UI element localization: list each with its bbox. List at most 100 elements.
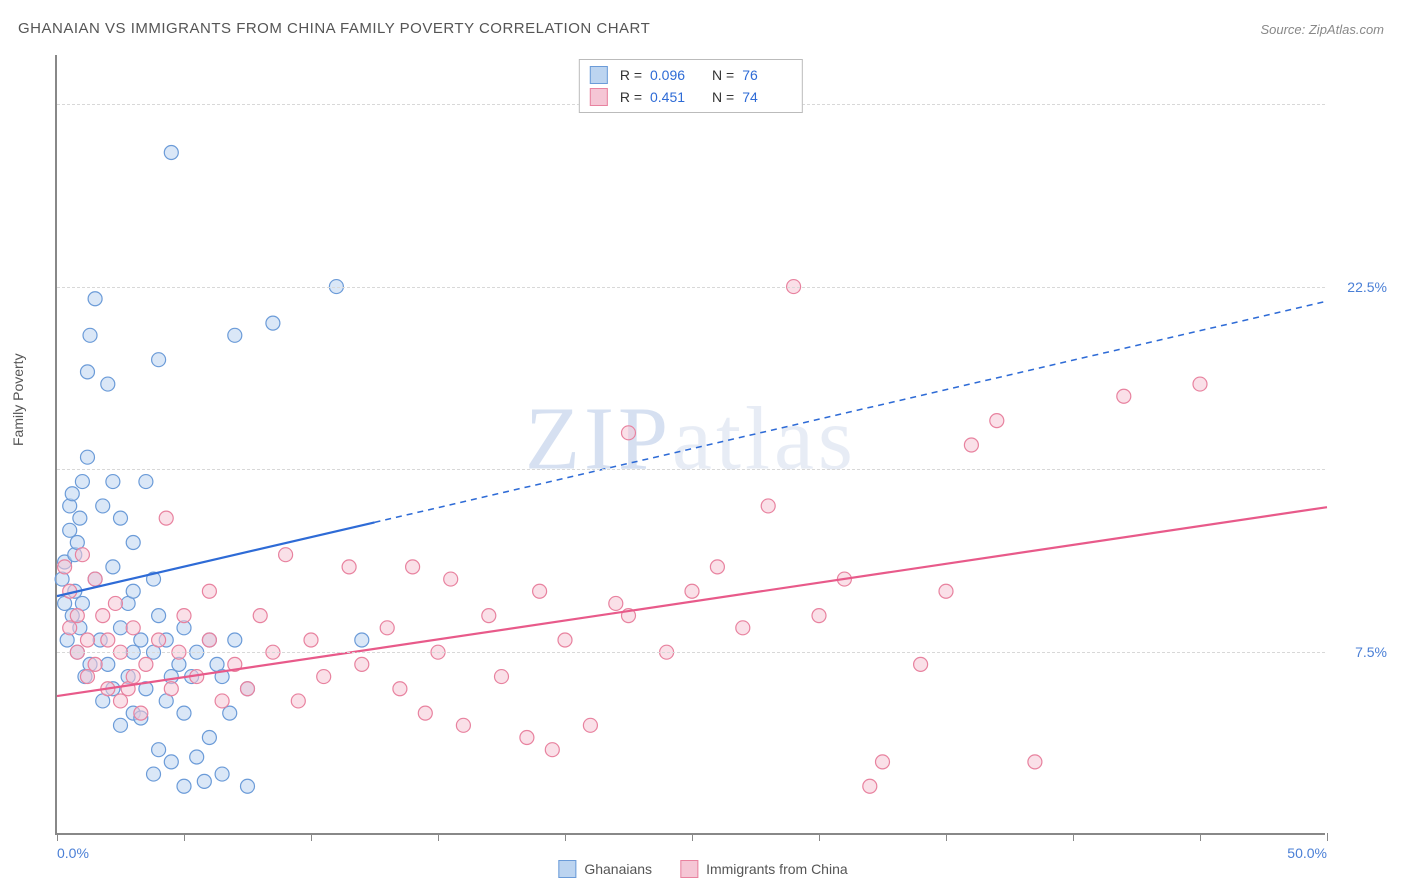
x-tick (311, 833, 312, 841)
scatter-point (101, 377, 115, 391)
scatter-point (96, 609, 110, 623)
scatter-point (266, 316, 280, 330)
gridline (57, 469, 1325, 470)
scatter-point (126, 621, 140, 635)
scatter-point (190, 750, 204, 764)
scatter-point (114, 694, 128, 708)
scatter-point (609, 596, 623, 610)
scatter-point (177, 706, 191, 720)
scatter-point (202, 633, 216, 647)
scatter-point (761, 499, 775, 513)
scatter-point (164, 682, 178, 696)
scatter-point (393, 682, 407, 696)
scatter-point (914, 657, 928, 671)
scatter-point (70, 609, 84, 623)
scatter-point (355, 657, 369, 671)
scatter-point (88, 572, 102, 586)
x-tick-label: 50.0% (1287, 845, 1327, 861)
scatter-point (583, 718, 597, 732)
x-tick (819, 833, 820, 841)
scatter-point (108, 596, 122, 610)
scatter-point (444, 572, 458, 586)
x-tick (1073, 833, 1074, 841)
scatter-point (75, 475, 89, 489)
trend-line (57, 507, 1327, 696)
scatter-point (164, 755, 178, 769)
x-tick (1327, 833, 1328, 841)
scatter-point (80, 450, 94, 464)
legend-label-china: Immigrants from China (706, 861, 848, 877)
scatter-point (533, 584, 547, 598)
scatter-point (126, 584, 140, 598)
scatter-point (106, 475, 120, 489)
scatter-point (418, 706, 432, 720)
legend-row-china: R = 0.451 N = 74 (590, 86, 792, 108)
scatter-svg (57, 55, 1325, 833)
source-attribution: Source: ZipAtlas.com (1260, 22, 1384, 37)
y-tick-label: 22.5% (1347, 279, 1387, 295)
trend-line (57, 522, 375, 596)
scatter-point (380, 621, 394, 635)
scatter-point (939, 584, 953, 598)
r-value-china: 0.451 (650, 89, 700, 105)
scatter-point (177, 779, 191, 793)
correlation-chart: GHANAIAN VS IMMIGRANTS FROM CHINA FAMILY… (0, 0, 1406, 892)
scatter-point (342, 560, 356, 574)
scatter-point (58, 560, 72, 574)
scatter-point (139, 657, 153, 671)
scatter-point (75, 548, 89, 562)
scatter-point (164, 146, 178, 160)
scatter-point (736, 621, 750, 635)
r-value-ghanaians: 0.096 (650, 67, 700, 83)
scatter-point (147, 767, 161, 781)
scatter-point (990, 414, 1004, 428)
gridline (57, 287, 1325, 288)
x-tick (565, 833, 566, 841)
scatter-point (63, 499, 77, 513)
legend-item-china: Immigrants from China (680, 860, 848, 878)
scatter-point (101, 633, 115, 647)
x-tick-label: 0.0% (57, 845, 89, 861)
scatter-point (159, 511, 173, 525)
legend-item-ghanaians: Ghanaians (558, 860, 652, 878)
x-tick (57, 833, 58, 841)
scatter-point (279, 548, 293, 562)
scatter-point (152, 609, 166, 623)
scatter-point (126, 536, 140, 550)
scatter-point (495, 670, 509, 684)
scatter-point (114, 621, 128, 635)
scatter-point (456, 718, 470, 732)
scatter-point (106, 560, 120, 574)
scatter-point (114, 718, 128, 732)
swatch-china (590, 88, 608, 106)
scatter-point (482, 609, 496, 623)
scatter-point (73, 511, 87, 525)
scatter-point (152, 633, 166, 647)
series-legend: Ghanaians Immigrants from China (558, 860, 847, 878)
scatter-point (812, 609, 826, 623)
scatter-point (215, 694, 229, 708)
y-axis-label: Family Poverty (10, 353, 26, 446)
scatter-point (964, 438, 978, 452)
scatter-point (863, 779, 877, 793)
scatter-point (1028, 755, 1042, 769)
scatter-point (134, 633, 148, 647)
swatch-china-bottom (680, 860, 698, 878)
scatter-point (80, 670, 94, 684)
scatter-point (60, 633, 74, 647)
scatter-point (1193, 377, 1207, 391)
x-tick (692, 833, 693, 841)
scatter-point (545, 743, 559, 757)
scatter-point (317, 670, 331, 684)
scatter-point (223, 706, 237, 720)
scatter-point (520, 731, 534, 745)
scatter-point (114, 511, 128, 525)
swatch-ghanaians (590, 66, 608, 84)
scatter-point (228, 633, 242, 647)
scatter-point (63, 621, 77, 635)
scatter-point (63, 523, 77, 537)
scatter-point (558, 633, 572, 647)
scatter-point (88, 292, 102, 306)
trend-line-dashed (375, 301, 1328, 522)
scatter-point (291, 694, 305, 708)
